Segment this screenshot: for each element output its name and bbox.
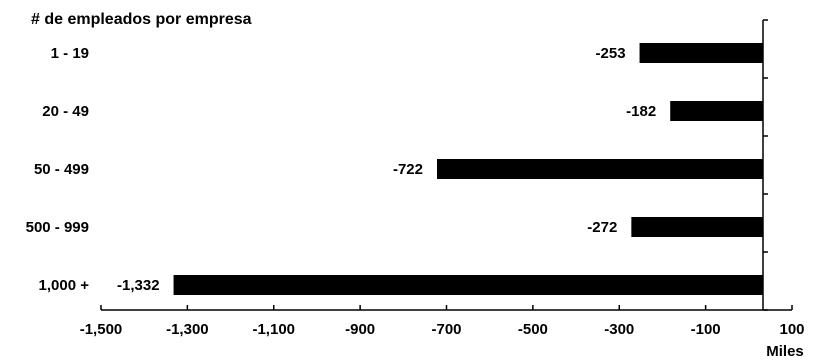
- category-labels-group: 1 - 19 20 - 49 50 - 499 500 - 999 1,000 +: [26, 45, 90, 294]
- bar: [631, 217, 763, 237]
- data-label: -272: [587, 219, 617, 236]
- x-tick-label: -1,300: [166, 321, 209, 338]
- x-tick-label: -300: [604, 321, 634, 338]
- bar: [436, 159, 763, 179]
- category-label: 50 - 499: [34, 161, 89, 178]
- x-tick-label: -1,100: [252, 321, 295, 338]
- x-axis-unit-label: Miles: [766, 343, 804, 360]
- category-label: 20 - 49: [42, 103, 89, 120]
- x-ticks-group: -1,500 -1,300 -1,100 -900 -700 -500 -300 -100 10…: [80, 305, 805, 338]
- bars-group: [173, 43, 763, 295]
- bar: [639, 43, 763, 63]
- category-label: 1 - 19: [51, 45, 89, 62]
- category-label: 500 - 999: [26, 219, 89, 236]
- x-tick-label: -700: [431, 321, 461, 338]
- x-tick-label: 100: [779, 321, 804, 338]
- bar: [173, 275, 763, 295]
- x-tick-label: -100: [691, 321, 721, 338]
- data-label: -722: [393, 161, 423, 178]
- data-label: -182: [626, 103, 656, 120]
- data-label: -253: [596, 45, 626, 62]
- chart-title: # de empleados por empresa: [31, 11, 252, 28]
- x-tick-label: -500: [518, 321, 548, 338]
- data-label: -1,332: [117, 277, 160, 294]
- category-label: 1,000 +: [39, 277, 90, 294]
- x-tick-label: -1,500: [80, 321, 123, 338]
- x-tick-label: -900: [345, 321, 375, 338]
- data-labels-group: -253 -182 -722 -272 -1,332: [117, 45, 656, 294]
- bar: [670, 101, 763, 121]
